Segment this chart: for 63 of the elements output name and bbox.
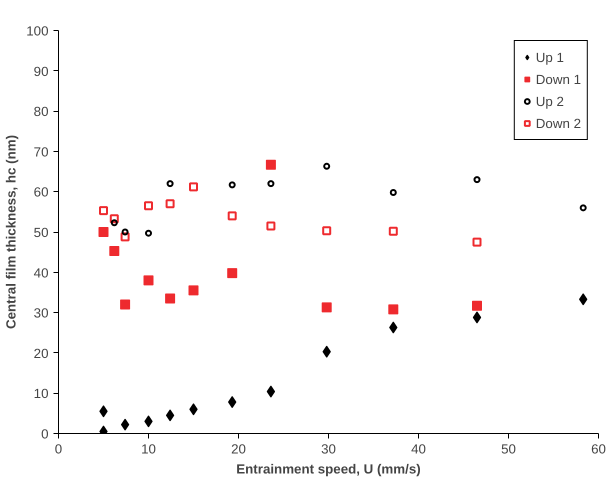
x-tick-label: 0	[54, 442, 62, 456]
x-axis-title: Entrainment speed, U (mm/s)	[236, 462, 421, 476]
legend-label: Up 1	[536, 50, 564, 64]
point	[120, 232, 130, 242]
point	[188, 285, 198, 296]
x-tick-label: 10	[141, 442, 156, 456]
y-tick-label: 10	[34, 386, 49, 402]
point	[322, 302, 332, 312]
point	[472, 238, 482, 247]
legend-label: Down 1	[536, 72, 581, 86]
y-tick-label: 70	[34, 144, 49, 160]
point	[189, 182, 198, 192]
point	[388, 304, 398, 314]
point	[144, 201, 153, 210]
point	[165, 293, 176, 304]
point	[472, 311, 482, 324]
x-tick-label: 50	[501, 442, 516, 456]
point	[144, 275, 154, 286]
point	[472, 300, 482, 311]
x-tick-label: 20	[231, 442, 246, 456]
point	[120, 418, 130, 431]
point	[390, 189, 397, 196]
y-tick-label: 80	[34, 104, 49, 120]
point	[266, 160, 276, 170]
point	[474, 176, 480, 184]
y-tick-label: 90	[34, 64, 49, 79]
y-tick-label: 30	[34, 306, 49, 321]
point	[266, 386, 276, 398]
legend-label: Up 2	[536, 94, 564, 108]
point	[110, 214, 119, 224]
point	[266, 221, 276, 230]
point	[267, 180, 274, 188]
point	[580, 204, 587, 212]
point	[99, 405, 108, 418]
y-axis-title: Central film thickness, hc (nm)	[3, 134, 18, 330]
point	[120, 300, 130, 310]
point	[98, 227, 108, 237]
y-tick-label: 100	[26, 24, 49, 38]
point	[166, 180, 174, 188]
point	[166, 409, 174, 422]
y-tick-label: 50	[34, 225, 49, 240]
point	[228, 211, 237, 220]
x-tick-label: 30	[321, 442, 336, 456]
point	[227, 268, 238, 278]
y-tick-label: 20	[34, 346, 49, 361]
point	[122, 228, 129, 236]
point	[145, 230, 152, 237]
point	[109, 246, 120, 256]
y-tick-label: 40	[34, 265, 49, 280]
point	[388, 226, 398, 236]
point	[99, 206, 108, 216]
point	[189, 403, 198, 416]
y-tick-label: 60	[34, 184, 49, 200]
x-tick-label: 60	[591, 442, 606, 456]
point	[166, 199, 175, 208]
point	[322, 226, 332, 236]
point	[144, 415, 153, 428]
x-tick-label: 40	[411, 442, 426, 456]
point	[228, 181, 236, 188]
y-tick-label: 0	[41, 426, 49, 442]
point	[110, 219, 118, 226]
point	[323, 162, 330, 170]
legend-label: Down 2	[536, 116, 581, 130]
